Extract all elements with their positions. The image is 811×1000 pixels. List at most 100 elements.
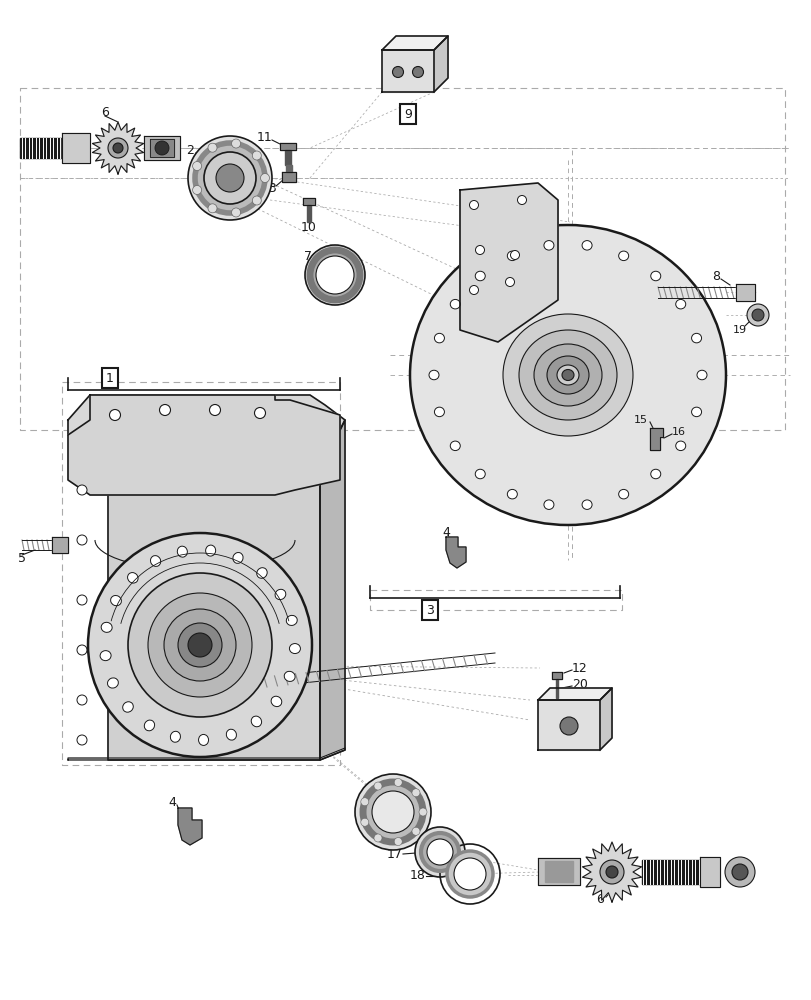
Polygon shape	[599, 688, 611, 750]
Polygon shape	[92, 122, 144, 174]
Ellipse shape	[199, 734, 208, 745]
Circle shape	[155, 141, 169, 155]
Circle shape	[446, 851, 492, 897]
Circle shape	[560, 717, 577, 735]
Ellipse shape	[170, 731, 180, 742]
Circle shape	[310, 250, 359, 300]
Polygon shape	[52, 537, 68, 553]
Circle shape	[216, 164, 243, 192]
Circle shape	[192, 185, 201, 194]
Circle shape	[195, 143, 264, 213]
Text: 7: 7	[303, 250, 311, 263]
Text: 9: 9	[404, 108, 411, 121]
Polygon shape	[62, 133, 90, 163]
Circle shape	[605, 866, 617, 878]
Circle shape	[360, 798, 368, 806]
Polygon shape	[281, 172, 296, 182]
Ellipse shape	[101, 622, 112, 632]
Ellipse shape	[507, 251, 517, 261]
Circle shape	[208, 204, 217, 213]
Ellipse shape	[507, 489, 517, 499]
Circle shape	[209, 404, 221, 416]
Text: 2: 2	[186, 144, 194, 157]
Circle shape	[453, 858, 486, 890]
Text: 13: 13	[262, 182, 277, 195]
Circle shape	[231, 208, 240, 217]
Ellipse shape	[534, 344, 601, 406]
Ellipse shape	[233, 553, 242, 563]
Ellipse shape	[127, 573, 138, 583]
Polygon shape	[68, 395, 345, 445]
Polygon shape	[445, 537, 466, 568]
Circle shape	[77, 485, 87, 495]
Polygon shape	[285, 165, 292, 172]
Circle shape	[164, 609, 236, 681]
Circle shape	[77, 695, 87, 705]
Circle shape	[393, 838, 401, 846]
Ellipse shape	[144, 720, 154, 731]
Ellipse shape	[696, 370, 706, 380]
Circle shape	[751, 309, 763, 321]
Polygon shape	[642, 860, 699, 884]
Circle shape	[599, 860, 623, 884]
Circle shape	[77, 645, 87, 655]
Circle shape	[354, 774, 431, 850]
Circle shape	[360, 818, 368, 826]
Text: 19: 19	[732, 325, 746, 335]
Circle shape	[77, 735, 87, 745]
Ellipse shape	[618, 489, 628, 499]
Polygon shape	[381, 36, 448, 50]
Text: 3: 3	[426, 603, 433, 616]
Polygon shape	[381, 50, 433, 92]
Circle shape	[159, 404, 170, 416]
Text: 20: 20	[571, 678, 587, 690]
Circle shape	[88, 533, 311, 757]
Circle shape	[188, 633, 212, 657]
Circle shape	[469, 201, 478, 210]
Ellipse shape	[556, 365, 578, 385]
Circle shape	[252, 196, 261, 205]
Circle shape	[393, 778, 401, 786]
Ellipse shape	[410, 225, 725, 525]
Ellipse shape	[474, 469, 485, 479]
Circle shape	[77, 535, 87, 545]
Text: 8: 8	[711, 269, 719, 282]
Circle shape	[374, 834, 381, 842]
Ellipse shape	[226, 729, 236, 740]
Ellipse shape	[650, 271, 660, 281]
Circle shape	[108, 138, 128, 158]
Circle shape	[77, 595, 87, 605]
Ellipse shape	[650, 469, 660, 479]
Circle shape	[427, 839, 453, 865]
Polygon shape	[460, 183, 557, 342]
Ellipse shape	[434, 333, 444, 343]
Polygon shape	[144, 136, 180, 160]
Ellipse shape	[581, 500, 591, 509]
Ellipse shape	[110, 595, 122, 606]
Ellipse shape	[675, 299, 684, 309]
Ellipse shape	[271, 696, 281, 707]
Circle shape	[411, 827, 419, 835]
Text: 1: 1	[106, 371, 114, 384]
Circle shape	[113, 143, 122, 153]
Circle shape	[188, 136, 272, 220]
Ellipse shape	[474, 271, 485, 281]
Circle shape	[148, 593, 251, 697]
Ellipse shape	[675, 441, 684, 451]
Circle shape	[411, 789, 419, 797]
Circle shape	[475, 245, 484, 254]
Circle shape	[731, 864, 747, 880]
Circle shape	[260, 174, 269, 183]
Polygon shape	[735, 284, 754, 301]
Ellipse shape	[691, 407, 701, 417]
Text: 11: 11	[257, 131, 272, 144]
Ellipse shape	[581, 241, 591, 250]
Polygon shape	[20, 138, 62, 158]
Text: 5: 5	[18, 552, 26, 564]
Circle shape	[420, 833, 458, 871]
Polygon shape	[280, 143, 296, 150]
Circle shape	[374, 782, 381, 790]
Circle shape	[231, 139, 240, 148]
Circle shape	[109, 410, 120, 420]
Circle shape	[178, 623, 221, 667]
